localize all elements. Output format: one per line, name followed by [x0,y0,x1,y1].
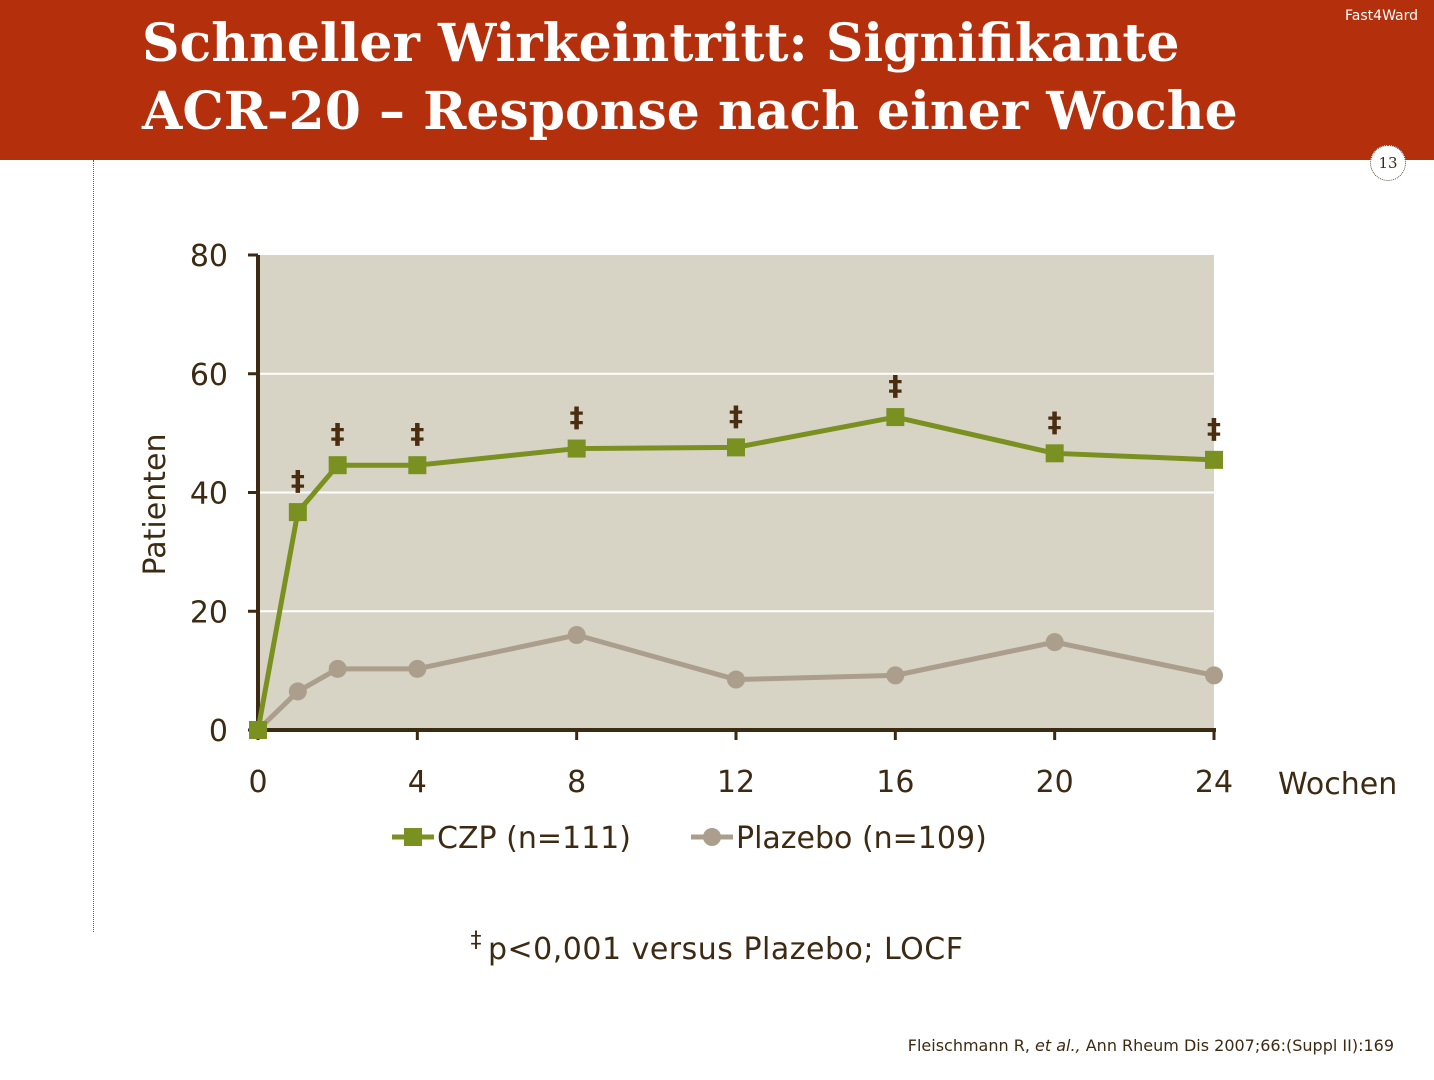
x-axis-label: Wochen [1278,767,1397,802]
page-number-badge: 13 [1370,145,1406,181]
data-point-circle [567,626,586,644]
data-point-square [1205,450,1223,469]
citation: Fleischmann R, et al., Ann Rheum Dis 200… [908,1036,1394,1055]
footnote-text: p<0,001 versus Plazebo; LOCF [488,932,964,967]
slide-title: Schneller Wirkeintritt: Signifikante ACR… [142,10,1238,146]
slide-title-line-1: Schneller Wirkeintritt: Signifikante [142,13,1180,74]
legend-label: CZP (n=111) [437,821,631,856]
citation-authors: Fleischmann R, [907,1036,1036,1055]
y-tick-label: 20 [190,595,228,630]
significance-marker: ‡ [1207,412,1221,445]
data-point-circle [288,682,307,701]
data-point-circle [408,659,427,678]
x-tick-label: 20 [1036,765,1074,800]
citation-source: Ann Rheum Dis 2007;66:(Suppl II):169 [1080,1036,1394,1055]
significance-marker: ‡ [729,399,743,432]
significance-marker: ‡ [1048,405,1062,438]
data-point-square [288,503,307,522]
citation-et-al: et al., [1035,1036,1081,1055]
x-tick-label: 16 [876,765,914,800]
legend-marker-square [404,828,422,846]
x-tick-label: 0 [248,765,267,800]
data-point-square [727,438,745,457]
legend-marker-circle [703,828,721,846]
brand-label: Fast4Ward [1345,8,1418,24]
significance-marker: ‡ [331,417,345,450]
data-point-square [886,408,905,427]
y-tick-label: 0 [209,714,228,749]
data-point-circle [727,670,745,689]
data-point-circle [1045,633,1064,652]
y-tick-label: 80 [190,239,228,274]
significance-marker: ‡ [410,417,424,450]
footnote: ‡ p<0,001 versus Plazebo; LOCF [0,928,1434,967]
title-banner: Schneller Wirkeintritt: Signifikante ACR… [0,0,1434,160]
footnote-symbol: ‡ [470,928,482,953]
data-point-square [567,439,586,458]
data-point-square [328,456,347,475]
x-tick-label: 8 [567,765,586,800]
data-point-square [1045,444,1064,463]
y-tick-label: 60 [190,358,228,393]
slide-title-line-2: ACR-20 – Response nach einer Woche [142,81,1238,142]
x-tick-label: 24 [1195,765,1233,800]
x-tick-label: 12 [717,765,755,800]
data-point-circle [328,659,347,678]
data-point-square [408,456,427,475]
x-tick-label: 4 [408,765,427,800]
significance-marker: ‡ [888,369,902,402]
data-point-circle [886,666,905,685]
vertical-divider [93,160,94,932]
y-tick-label: 40 [190,477,228,512]
legend-label: Plazebo (n=109) [736,821,987,856]
significance-marker: ‡ [570,401,584,434]
data-point-circle [1205,666,1223,685]
data-point-square [249,721,267,739]
significance-marker: ‡ [291,464,305,497]
y-axis-label: Patienten [138,434,173,576]
